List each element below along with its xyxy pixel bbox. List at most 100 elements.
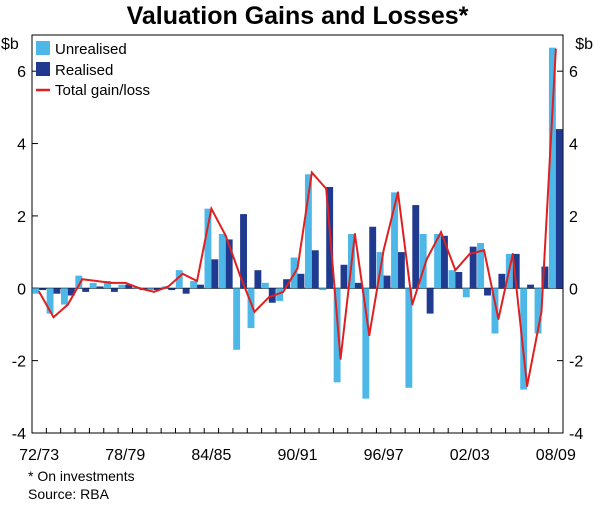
bar-realised: [240, 214, 247, 289]
bar-realised: [469, 246, 477, 289]
line-point-total: [167, 285, 170, 288]
bar-unrealised: [391, 192, 398, 289]
line-point-total: [554, 48, 557, 51]
line-point-total: [95, 280, 98, 283]
legend: Unrealised Realised Total gain/loss: [36, 41, 150, 99]
line-point-total: [66, 303, 69, 306]
bar-realised: [426, 288, 434, 314]
legend-swatch-realised: [36, 62, 50, 76]
bar-realised: [39, 288, 47, 291]
x-tick-label: 84/85: [191, 447, 231, 464]
bar-unrealised: [75, 275, 83, 289]
y-axis-ticks: -4 -4 -2 -2 0 0 2 2 4 4 6 6: [12, 64, 584, 443]
line-point-total: [81, 278, 84, 281]
y-tick-label-right: 0: [569, 281, 578, 298]
line-point-total: [440, 231, 443, 234]
line-point-total: [353, 233, 356, 235]
bar-realised: [67, 288, 75, 296]
line-point-total: [124, 281, 127, 284]
bar-unrealised: [261, 282, 269, 289]
bar-realised: [441, 235, 448, 289]
line-point-total: [526, 384, 529, 387]
line-point-total: [282, 290, 285, 293]
bar-unrealised: [333, 288, 341, 383]
bar-realised: [311, 250, 319, 289]
line-point-total: [468, 252, 471, 255]
bar-unrealised: [448, 270, 456, 289]
bar-unrealised: [60, 288, 68, 305]
line-series: [38, 48, 557, 387]
bar-realised: [297, 273, 305, 289]
bar-unrealised: [175, 270, 183, 289]
bar-realised: [354, 282, 362, 289]
bar-realised: [541, 266, 549, 289]
legend-label-total: Total gain/loss: [55, 82, 150, 99]
y-tick-label-right: 2: [569, 209, 578, 226]
bar-unrealised: [89, 282, 97, 289]
legend-swatch-unrealised: [36, 41, 50, 55]
line-point-total: [196, 280, 199, 283]
bar-realised: [96, 286, 104, 289]
line-point-total: [138, 287, 141, 290]
y-tick-label-left: -2: [12, 354, 26, 371]
y-tick-label-right: 4: [569, 137, 578, 154]
bar-realised: [484, 288, 491, 296]
bar-unrealised: [247, 288, 255, 329]
bar-realised: [455, 271, 463, 289]
bar-realised: [53, 288, 61, 294]
bar-realised: [397, 252, 405, 289]
bar-realised: [82, 288, 90, 292]
line-point-total: [454, 269, 457, 272]
bar-unrealised: [534, 288, 542, 334]
bar-realised: [153, 288, 161, 291]
bar-realised: [340, 264, 348, 289]
line-point-total: [310, 171, 313, 174]
bar-unrealised: [434, 234, 442, 289]
bar-unrealised: [118, 284, 126, 289]
bar-unrealised: [362, 288, 370, 399]
bar-realised: [412, 205, 420, 289]
bar-unrealised: [520, 288, 528, 390]
chart-title: Valuation Gains and Losses*: [126, 2, 469, 30]
bar-series: [32, 47, 563, 399]
line-point-total: [483, 249, 486, 252]
bar-realised: [555, 129, 563, 289]
bar-realised: [125, 284, 133, 289]
line-total: [38, 49, 557, 387]
y-tick-label-left: -4: [12, 426, 26, 443]
bar-unrealised: [204, 208, 212, 289]
y-tick-label-right: 6: [569, 64, 578, 81]
line-point-total: [425, 258, 428, 261]
y-tick-label-left: 0: [17, 281, 26, 298]
bar-unrealised: [32, 288, 40, 294]
y-tick-label-right: -2: [569, 354, 583, 371]
footnote: * On investments: [28, 468, 135, 484]
bar-realised: [498, 273, 506, 289]
y-tick-label-right: -4: [569, 426, 583, 443]
line-point-total: [540, 310, 543, 313]
bar-unrealised: [405, 288, 413, 388]
x-tick-label: 08/09: [536, 447, 576, 464]
line-point-total: [210, 207, 213, 210]
line-point-total: [239, 274, 242, 277]
y-tick-label-left: 4: [17, 137, 26, 154]
legend-label-realised: Realised: [55, 62, 113, 79]
bar-unrealised: [147, 288, 154, 291]
bar-unrealised: [233, 288, 241, 350]
bar-unrealised: [190, 281, 198, 289]
source-note: Source: RBA: [28, 486, 109, 502]
bar-unrealised: [132, 288, 140, 289]
bar-unrealised: [218, 234, 226, 289]
x-tick-label: 78/79: [105, 447, 145, 464]
bar-unrealised: [304, 174, 312, 289]
bar-realised: [512, 253, 520, 289]
bar-unrealised: [419, 234, 427, 289]
bar-realised: [211, 259, 219, 289]
bar-unrealised: [462, 288, 470, 298]
bar-unrealised: [46, 288, 54, 314]
bar-realised: [182, 288, 190, 294]
y-tick-label-left: 6: [17, 64, 26, 81]
bar-realised: [110, 288, 118, 292]
line-point-total: [396, 191, 399, 194]
